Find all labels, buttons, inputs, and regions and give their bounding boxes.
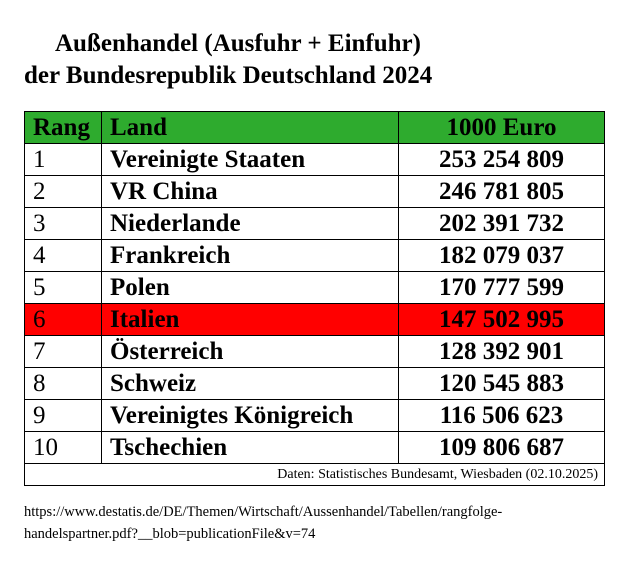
country: Italien [101, 303, 399, 336]
value: 246 781 805 [398, 175, 605, 208]
table-row: 5 Polen 170 777 599 [24, 271, 605, 304]
country: Niederlande [101, 207, 399, 240]
table-row: 7 Österreich 128 392 901 [24, 335, 605, 368]
rank: 3 [24, 207, 102, 240]
rank: 7 [24, 335, 102, 368]
title-line: der Bundesrepublik Deutschland 2024 [24, 62, 433, 89]
value: 170 777 599 [398, 271, 605, 304]
header-row: Rang Land 1000 Euro [24, 111, 605, 144]
country: Vereinigtes Königreich [101, 399, 399, 432]
rank: 2 [24, 175, 102, 208]
note-row: Daten: Statistisches Bundesamt, Wiesbade… [24, 463, 605, 486]
rank: 5 [24, 271, 102, 304]
country: Polen [101, 271, 399, 304]
table-row: 10 Tschechien 109 806 687 [24, 431, 605, 464]
table-body: 1 Vereinigte Staaten 253 254 809 2 VR China 2… [24, 143, 605, 464]
value: 128 392 901 [398, 335, 605, 368]
table-row: 4 Frankreich 182 079 037 [24, 239, 605, 272]
country: Frankreich [101, 239, 399, 272]
country: Tschechien [101, 431, 399, 464]
table-row: 1 Vereinigte Staaten 253 254 809 [24, 143, 605, 176]
country: Vereinigte Staaten [101, 143, 399, 176]
table-row: 9 Vereinigtes Königreich 116 506 623 [24, 399, 605, 432]
rank: 9 [24, 399, 102, 432]
country: VR China [101, 175, 399, 208]
table-row: 2 VR China 246 781 805 [24, 175, 605, 208]
country: Schweiz [101, 367, 399, 400]
value: 182 079 037 [398, 239, 605, 272]
table-row: 8 Schweiz 120 545 883 [24, 367, 605, 400]
rank: 10 [24, 431, 102, 464]
note: Daten: Statistisches Bundesamt, Wiesbade… [24, 463, 605, 486]
rank: 8 [24, 367, 102, 400]
country: Österreich [101, 335, 399, 368]
value: 147 502 995 [398, 303, 605, 336]
rank: 4 [24, 239, 102, 272]
value: 120 545 883 [398, 367, 605, 400]
source-url: handelspartner.pdf?__blob=publicationFil… [24, 526, 316, 542]
header-cell: Land [101, 111, 399, 144]
header-cell: Rang [24, 111, 102, 144]
title-line: Außenhandel (Ausfuhr + Einfuhr) [55, 30, 421, 57]
table-row: 6 Italien 147 502 995 [24, 303, 605, 336]
table-row: 3 Niederlande 202 391 732 [24, 207, 605, 240]
header-cell: 1000 Euro [398, 111, 605, 144]
table: Rang Land 1000 Euro 1 Vereinigte Staaten 2… [24, 111, 605, 486]
rank: 1 [24, 143, 102, 176]
rank: 6 [24, 303, 102, 336]
value: 109 806 687 [398, 431, 605, 464]
source-url: https://www.destatis.de/DE/Themen/Wirtsc… [24, 504, 503, 520]
value: 116 506 623 [398, 399, 605, 432]
value: 253 254 809 [398, 143, 605, 176]
value: 202 391 732 [398, 207, 605, 240]
